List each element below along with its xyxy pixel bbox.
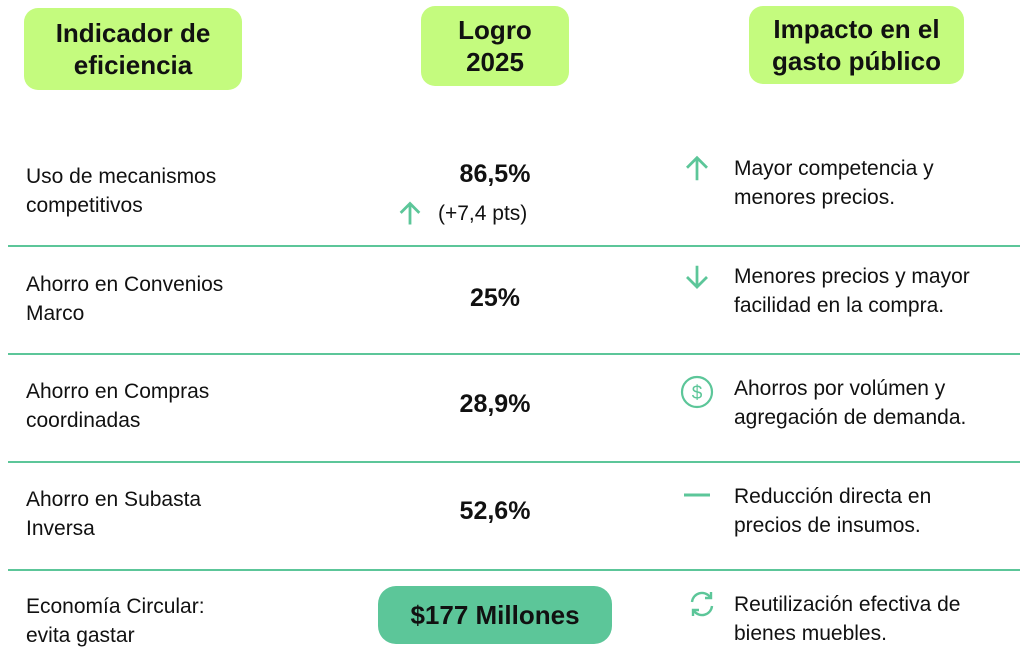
header-achievement: Logro 2025 [421, 6, 569, 86]
row-indicator: Ahorro en Subasta Inversa [26, 488, 202, 540]
arrow-up-icon [682, 154, 712, 184]
row-value: 25% [469, 284, 521, 312]
header-indicator: Indicador de eficiencia [24, 8, 242, 90]
divider [8, 353, 1020, 355]
arrow-down-icon [682, 262, 712, 292]
refresh-icon [687, 589, 717, 619]
change-arrow-up-icon [396, 200, 424, 228]
row-value: 52,6% [459, 497, 531, 525]
row-value: 86,5% [459, 160, 531, 188]
row-value: 28,9% [459, 390, 531, 418]
row-indicator: Economía Circular: evita gastar [26, 595, 205, 647]
header-impact: Impacto en el gasto público [749, 6, 964, 84]
minus-icon [682, 480, 712, 510]
row-indicator: Uso de mecanismos competitivos [26, 165, 217, 217]
row-value: $177 Millones [410, 599, 580, 630]
row-impact: Mayor competencia y menores precios. [734, 157, 934, 209]
header-label: Logro 2025 [458, 15, 532, 77]
row-indicator: Ahorro en Convenios Marco [26, 273, 224, 325]
divider [8, 461, 1020, 463]
row-impact: Ahorros por volúmen y agregación de dema… [734, 377, 967, 429]
row-impact: Reutilización efectiva de bienes muebles… [734, 593, 961, 645]
svg-text:$: $ [692, 383, 703, 404]
dollar-circle-icon: $ [680, 375, 714, 409]
row-change: (+7,4 pts) [438, 202, 528, 225]
row-value-badge: $177 Millones [378, 586, 612, 644]
divider [8, 245, 1020, 247]
row-indicator: Ahorro en Compras coordinadas [26, 380, 210, 432]
row-impact: Reducción directa en precios de insumos. [734, 485, 932, 537]
header-label: Indicador de eficiencia [55, 18, 211, 80]
row-impact: Menores precios y mayor facilidad en la … [734, 265, 970, 317]
divider [8, 569, 1020, 571]
header-label: Impacto en el gasto público [772, 14, 941, 76]
